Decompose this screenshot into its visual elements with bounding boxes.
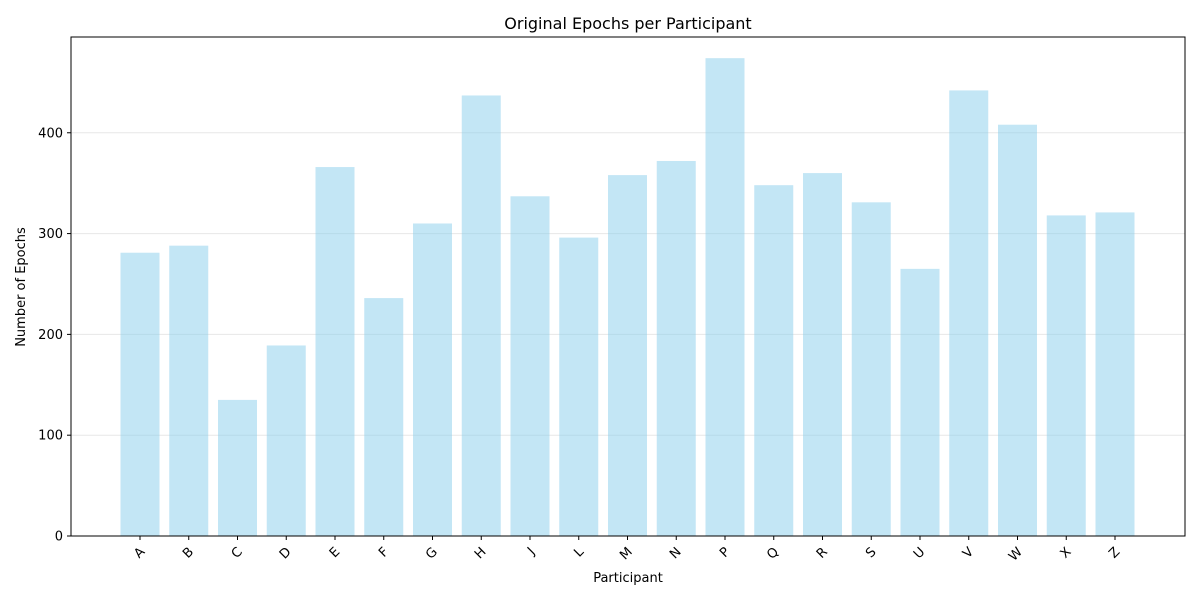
- bar-R: [803, 173, 842, 536]
- x-tick-label-F: F: [376, 545, 392, 561]
- y-tick-label-2: 200: [38, 328, 63, 343]
- bar-U: [900, 268, 940, 536]
- bar-E: [315, 167, 355, 536]
- bar-L: [559, 237, 599, 536]
- bar-V: [949, 90, 989, 536]
- x-tick-label-E: E: [327, 545, 343, 561]
- bar-S: [851, 202, 891, 536]
- x-tick-label-G: G: [423, 545, 441, 563]
- x-tick-label-L: L: [571, 544, 587, 560]
- bar-G: [413, 223, 452, 537]
- bar-M: [608, 175, 647, 537]
- x-tick-label-X: X: [1058, 545, 1075, 562]
- y-tick-label-3: 300: [38, 227, 63, 242]
- x-tick-label-S: S: [863, 545, 879, 561]
- plot-frame: [70, 36, 1186, 537]
- x-tick-label-Q: Q: [764, 545, 782, 563]
- x-tick-label-B: B: [180, 545, 197, 562]
- bar-B: [169, 245, 209, 536]
- bar-H: [461, 95, 501, 536]
- x-tick-label-A: A: [131, 545, 148, 562]
- bar-D: [266, 345, 306, 536]
- x-tick-label-R: R: [814, 545, 831, 562]
- bar-F: [364, 298, 404, 536]
- x-axis-label: Participant: [593, 571, 663, 586]
- x-tick-label-V: V: [960, 545, 977, 562]
- bar-C: [218, 399, 257, 536]
- chart-title: Original Epochs per Participant: [504, 14, 751, 33]
- bar-Q: [754, 185, 794, 537]
- bars: [120, 58, 1135, 537]
- y-tick-label-4: 400: [38, 126, 63, 141]
- x-tick-label-M: M: [617, 545, 636, 564]
- x-tick-label-P: P: [717, 545, 733, 561]
- x-tick-label-D: D: [277, 545, 295, 563]
- bar-P: [705, 58, 745, 536]
- bar-X: [1046, 215, 1086, 536]
- x-tick-label-J: J: [524, 545, 538, 559]
- bar-N: [656, 160, 696, 536]
- x-tick-label-C: C: [229, 545, 246, 562]
- x-tick-label-W: W: [1006, 545, 1026, 565]
- y-axis-ticks: 0 100 200 300 400: [38, 126, 71, 545]
- y-tick-label-1: 100: [38, 429, 63, 444]
- bar-W: [998, 124, 1037, 536]
- bar-J: [510, 196, 550, 536]
- y-axis-label: Number of Epochs: [14, 227, 29, 347]
- y-tick-label-0: 0: [55, 530, 63, 545]
- bar-Z: [1095, 212, 1135, 536]
- x-tick-label-H: H: [472, 545, 490, 563]
- x-tick-label-Z: Z: [1106, 545, 1123, 562]
- bar-A: [120, 252, 160, 536]
- x-tick-label-N: N: [667, 545, 684, 562]
- x-tick-label-U: U: [911, 545, 928, 562]
